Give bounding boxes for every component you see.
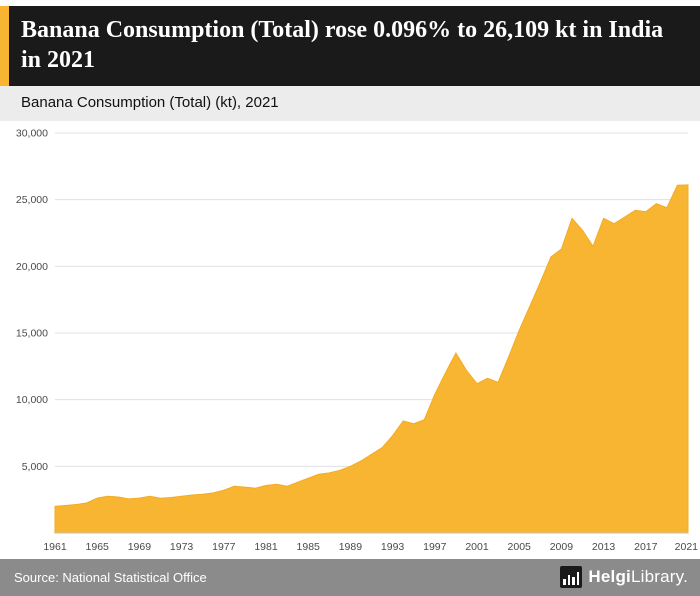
svg-text:2013: 2013 [592,541,616,553]
helgilibrary-wordmark: HelgiLibrary. [588,567,688,587]
svg-text:2017: 2017 [634,541,658,553]
brand-helgi: Helgi [588,567,631,587]
svg-text:2005: 2005 [508,541,532,553]
svg-text:2001: 2001 [465,541,489,553]
chart-area: 5,000 10,000 15,000 20,000 25,000 30,000 1961 1… [0,120,700,559]
svg-text:1993: 1993 [381,541,405,553]
svg-text:1997: 1997 [423,541,447,553]
svg-text:1965: 1965 [86,541,110,553]
svg-text:10,000: 10,000 [16,394,48,406]
svg-text:25,000: 25,000 [16,194,48,206]
svg-text:1985: 1985 [297,541,321,553]
page-title: Banana Consumption (Total) rose 0.096% t… [21,16,664,74]
svg-text:15,000: 15,000 [16,327,48,339]
svg-text:30,000: 30,000 [16,127,48,139]
svg-text:20,000: 20,000 [16,261,48,273]
helgilibrary-brand: HelgiLibrary. [560,566,688,589]
source-label: Source: National Statistical Office [14,569,207,585]
svg-text:1973: 1973 [170,541,194,553]
svg-text:1989: 1989 [339,541,363,553]
svg-text:2009: 2009 [550,541,574,553]
consumption-area-chart: 5,000 10,000 15,000 20,000 25,000 30,000 1961 1… [16,127,699,553]
svg-text:5,000: 5,000 [22,461,48,473]
subtitle-bar: Banana Consumption (Total) (kt), 2021 [0,85,700,121]
helgilibrary-logo-icon [560,566,583,589]
chart-subtitle: Banana Consumption (Total) (kt), 2021 [21,93,279,111]
svg-text:2021: 2021 [675,541,699,553]
svg-text:1977: 1977 [212,541,236,553]
top-gap [0,0,700,6]
brand-library: Library. [630,567,688,587]
svg-text:1961: 1961 [43,541,67,553]
header: Banana Consumption (Total) rose 0.096% t… [0,5,700,86]
svg-text:1969: 1969 [128,541,152,553]
svg-text:1981: 1981 [254,541,278,553]
footer: Source: National Statistical Office Helg… [0,558,700,596]
